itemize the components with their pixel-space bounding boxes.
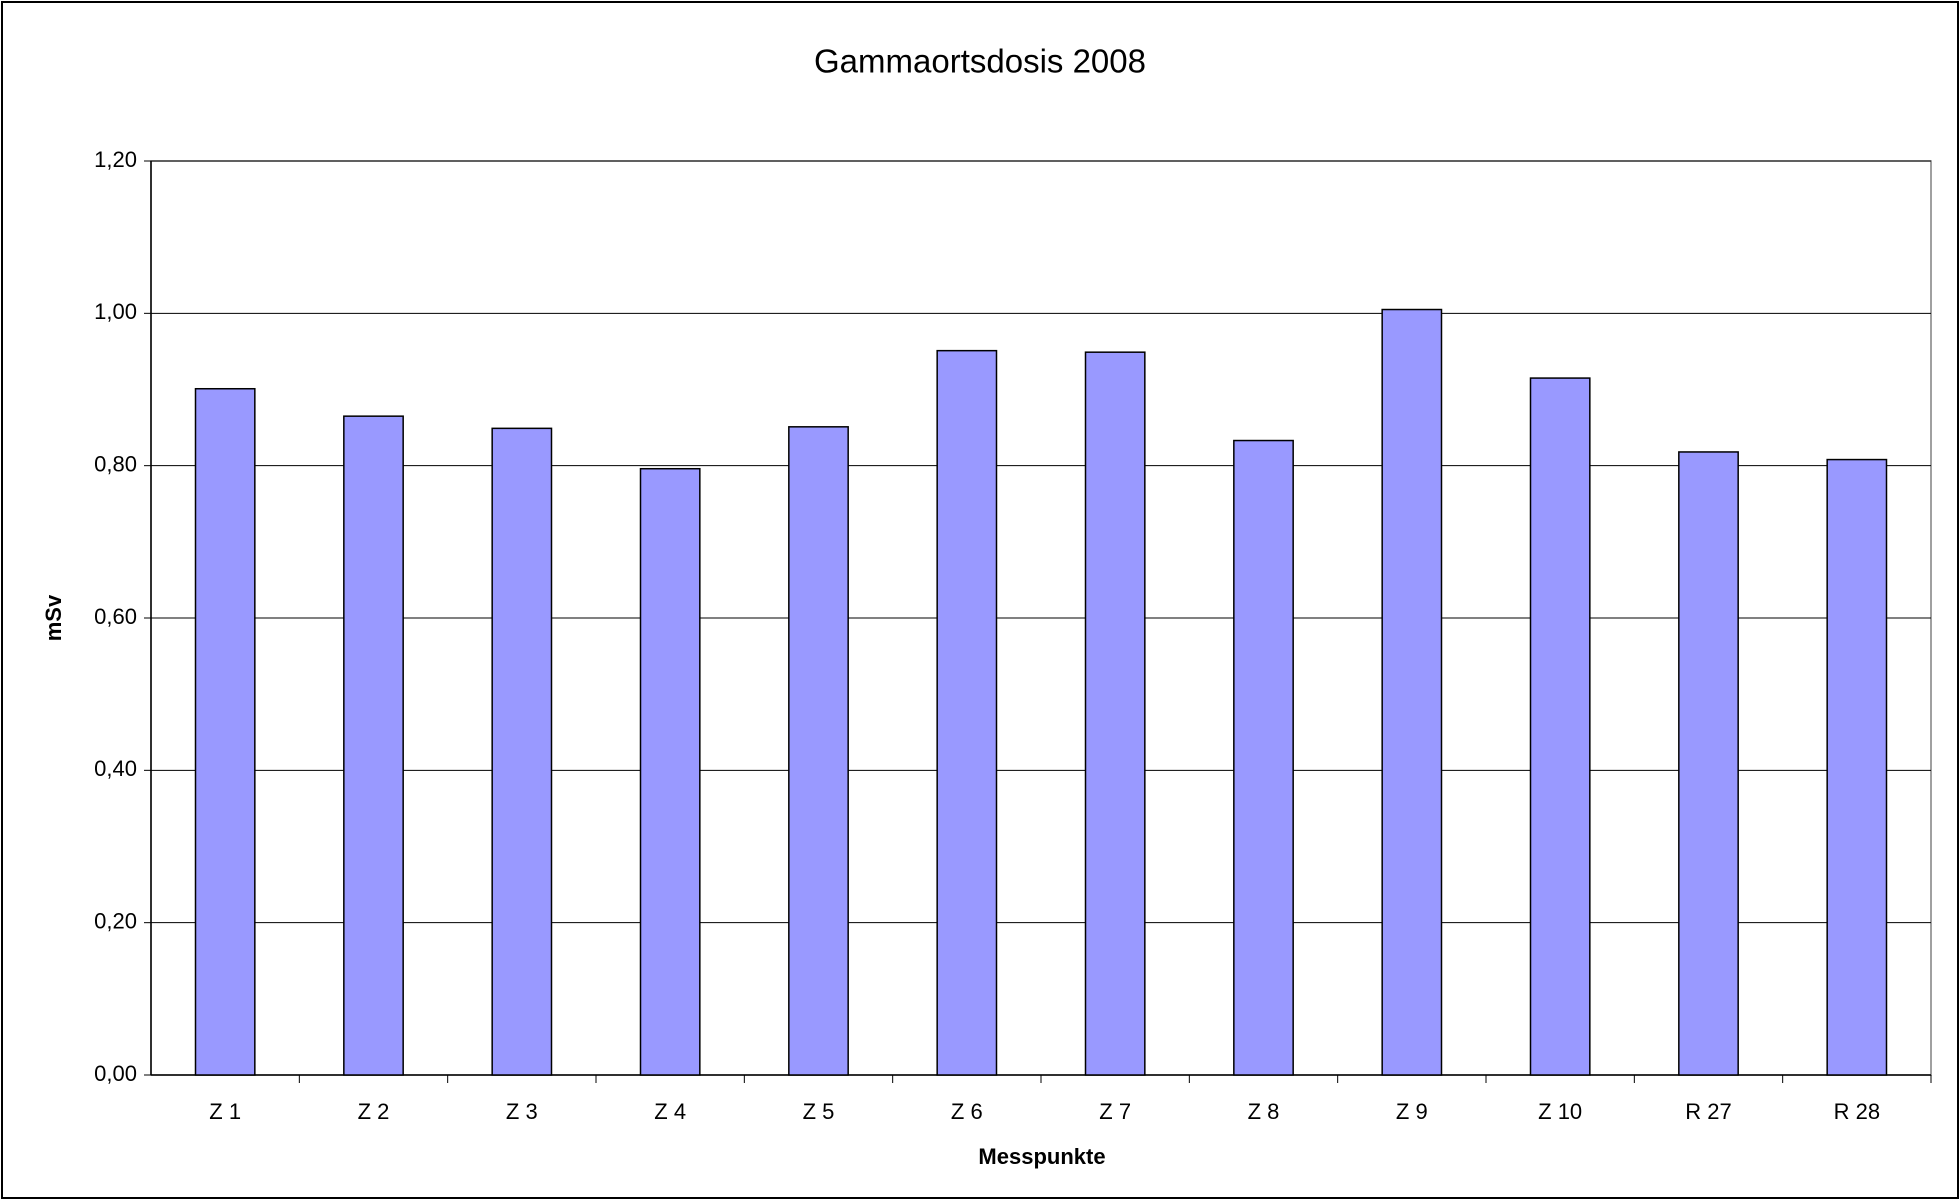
y-tick-label: 0,20	[94, 908, 137, 933]
x-tick-label: Z 2	[358, 1099, 390, 1124]
x-tick-label: Z 5	[803, 1099, 835, 1124]
y-tick-label: 0,60	[94, 604, 137, 629]
bar	[1678, 451, 1739, 1076]
bar	[1084, 351, 1146, 1076]
y-tick-label: 1,20	[94, 147, 137, 172]
bar	[1826, 458, 1888, 1076]
x-tick-label: Z 9	[1396, 1099, 1428, 1124]
y-tick-label: 0,00	[94, 1061, 137, 1086]
x-tick-label: Z 3	[506, 1099, 538, 1124]
bar	[343, 415, 404, 1076]
x-tick-label: Z 8	[1248, 1099, 1280, 1124]
bar	[936, 349, 998, 1076]
x-axis-label: Messpunkte	[978, 1144, 1105, 1169]
x-tick-label: R 27	[1685, 1099, 1731, 1124]
bar	[491, 427, 553, 1076]
bar	[194, 387, 256, 1076]
x-tick-label: Z 4	[654, 1099, 686, 1124]
x-tick-label: R 28	[1834, 1099, 1880, 1124]
x-tick-label: Z 7	[1099, 1099, 1131, 1124]
bar	[1381, 308, 1443, 1076]
bar	[788, 426, 849, 1076]
chart-title: Gammaortsdosis 2008	[814, 43, 1146, 80]
y-tick-label: 0,80	[94, 451, 137, 476]
x-tick-label: Z 10	[1538, 1099, 1582, 1124]
y-tick-label: 0,40	[94, 756, 137, 781]
x-tick-label: Z 6	[951, 1099, 983, 1124]
y-axis-label: mSv	[41, 594, 66, 641]
y-tick-label: 1,00	[94, 299, 137, 324]
x-tick-label: Z 1	[209, 1099, 241, 1124]
bar	[1529, 377, 1591, 1076]
bar	[639, 467, 701, 1076]
bar	[1233, 439, 1294, 1076]
